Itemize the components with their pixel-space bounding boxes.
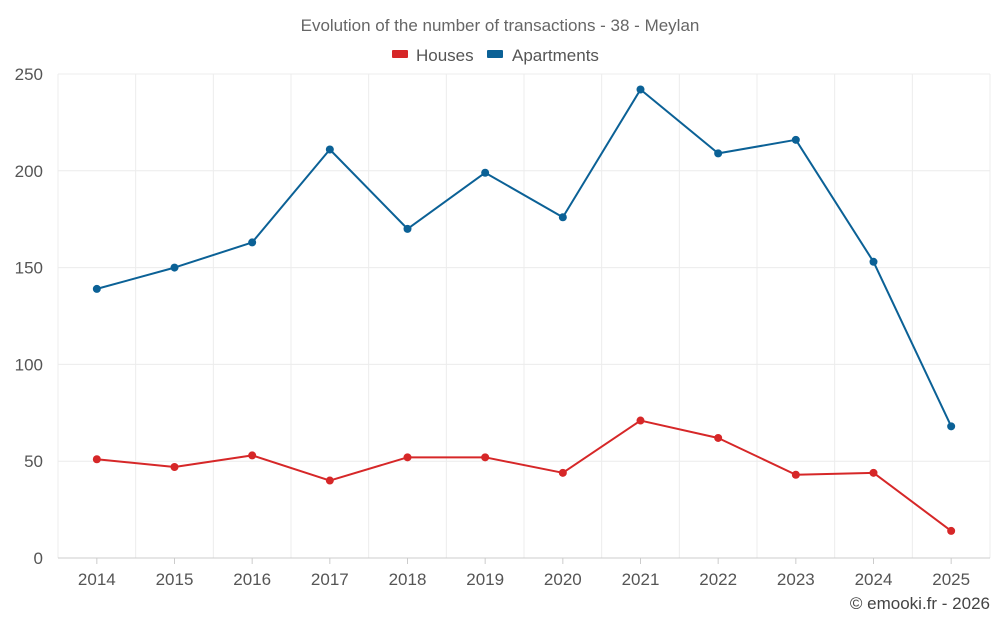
- x-tick-label-2018: 2018: [389, 570, 427, 589]
- data-point-houses-2022[interactable]: [714, 433, 723, 442]
- y-tick-label: 200: [15, 162, 43, 181]
- x-tick-label-2017: 2017: [311, 570, 349, 589]
- data-point-apartments-2023[interactable]: [791, 135, 800, 144]
- data-point-apartments-2017[interactable]: [325, 145, 334, 154]
- data-point-apartments-2014[interactable]: [92, 284, 101, 293]
- data-point-houses-2019[interactable]: [481, 453, 490, 462]
- credit-text: © emooki.fr - 2026: [850, 594, 990, 613]
- series-line-apartments: [96, 88, 953, 427]
- data-point-apartments-2018[interactable]: [403, 224, 412, 233]
- data-point-apartments-2019[interactable]: [481, 168, 490, 177]
- data-point-houses-2024[interactable]: [869, 468, 878, 477]
- data-point-houses-2021[interactable]: [636, 416, 645, 425]
- data-point-apartments-2015[interactable]: [170, 263, 179, 272]
- x-axis-ticks: 2014 2015 2016 2017 2018 2019 2020 2021 2022 2023…: [78, 558, 970, 589]
- x-tick-label-2022: 2022: [699, 570, 737, 589]
- data-point-apartments-2022[interactable]: [714, 149, 723, 158]
- data-point-houses-2017[interactable]: [325, 476, 334, 485]
- data-point-apartments-2020[interactable]: [558, 213, 567, 222]
- y-tick-label: 100: [15, 355, 43, 374]
- x-tick-label-2014: 2014: [78, 570, 116, 589]
- x-tick-label-2015: 2015: [156, 570, 194, 589]
- y-axis-ticks: 0 50 100 150 200 250: [15, 65, 43, 568]
- legend-item-apartments[interactable]: Apartments: [487, 46, 599, 65]
- legend-swatch-houses: [392, 50, 408, 58]
- x-tick-label-2019: 2019: [466, 570, 504, 589]
- x-tick-label-2024: 2024: [855, 570, 893, 589]
- data-point-houses-2025[interactable]: [947, 526, 956, 535]
- data-point-houses-2023[interactable]: [791, 470, 800, 479]
- chart-title: Evolution of the number of transactions …: [301, 16, 700, 35]
- legend-item-houses[interactable]: Houses: [392, 46, 474, 65]
- series-line-houses: [96, 419, 952, 532]
- legend-label-apartments: Apartments: [512, 46, 599, 65]
- y-tick-label: 150: [15, 259, 43, 278]
- data-point-houses-2016[interactable]: [248, 451, 257, 460]
- y-tick-label: 0: [34, 549, 43, 568]
- x-tick-label-2023: 2023: [777, 570, 815, 589]
- data-point-houses-2015[interactable]: [170, 463, 179, 472]
- x-tick-label-2021: 2021: [622, 570, 660, 589]
- data-point-houses-2014[interactable]: [92, 455, 101, 464]
- y-tick-label: 250: [15, 65, 43, 84]
- data-point-apartments-2021[interactable]: [636, 85, 645, 94]
- x-tick-label-2025: 2025: [932, 570, 970, 589]
- series-points: [92, 85, 956, 535]
- data-point-houses-2020[interactable]: [558, 468, 567, 477]
- data-point-apartments-2025[interactable]: [947, 422, 956, 431]
- data-point-apartments-2016[interactable]: [248, 238, 257, 247]
- y-tick-label: 50: [24, 452, 43, 471]
- data-point-houses-2018[interactable]: [403, 453, 412, 462]
- legend-swatch-apartments: [487, 50, 503, 58]
- legend: Houses Apartments: [392, 46, 599, 65]
- x-tick-label-2016: 2016: [233, 570, 271, 589]
- legend-label-houses: Houses: [416, 46, 474, 65]
- series-lines: [96, 88, 953, 532]
- x-tick-label-2020: 2020: [544, 570, 582, 589]
- vertical-gridlines: [57, 74, 991, 558]
- data-point-apartments-2024[interactable]: [869, 257, 878, 266]
